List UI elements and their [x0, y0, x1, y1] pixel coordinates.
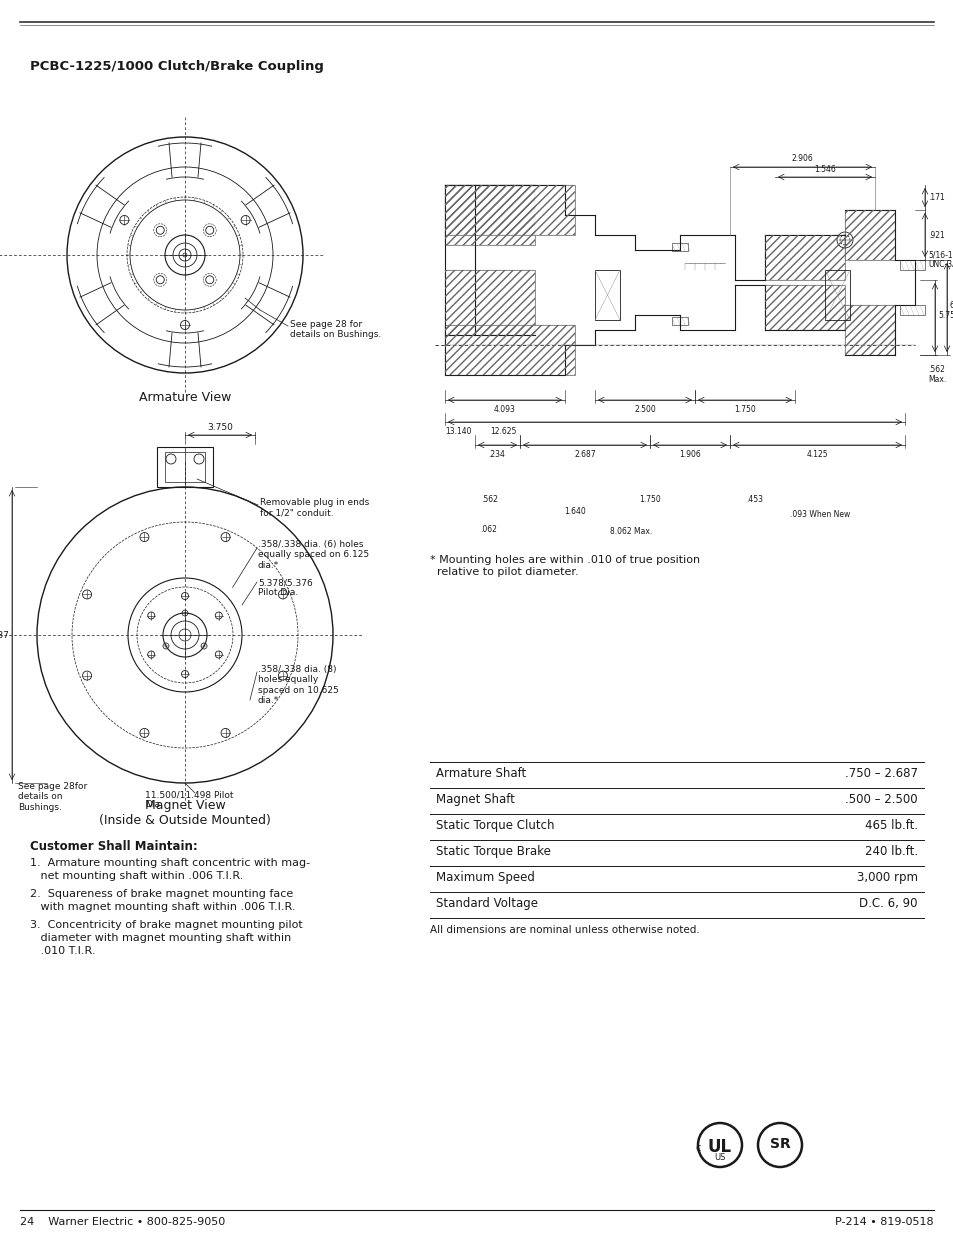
Text: 12.625: 12.625 [490, 427, 516, 436]
Text: 1.750: 1.750 [639, 495, 660, 504]
Text: 465 lb.ft.: 465 lb.ft. [864, 819, 917, 832]
Text: .500 – 2.500: .500 – 2.500 [844, 793, 917, 806]
Bar [844, 305, 894, 354]
Text: 1.750: 1.750 [734, 405, 755, 414]
Bar [899, 305, 924, 315]
Text: Customer Shall Maintain:: Customer Shall Maintain: [30, 840, 197, 853]
Text: 2.500: 2.500 [634, 405, 655, 414]
Text: .562: .562 [481, 495, 497, 504]
Text: 5.750: 5.750 [937, 310, 953, 320]
Text: Static Torque Brake: Static Torque Brake [436, 845, 550, 858]
Text: .750 – 2.687: .750 – 2.687 [844, 767, 917, 781]
Text: Removable plug in ends
for 1/2" conduit.: Removable plug in ends for 1/2" conduit. [260, 498, 369, 517]
Text: 7.687: 7.687 [0, 631, 9, 640]
Text: D.C. 6, 90: D.C. 6, 90 [859, 897, 917, 910]
Text: .010 T.I.R.: .010 T.I.R. [30, 946, 95, 956]
Text: 24    Warner Electric • 800-825-9050: 24 Warner Electric • 800-825-9050 [20, 1216, 225, 1228]
Bar [844, 210, 894, 261]
Text: US: US [714, 1153, 725, 1162]
Bar [844, 210, 894, 261]
Text: 8.062 Max.: 8.062 Max. [609, 527, 652, 536]
Text: .921: .921 [927, 231, 943, 240]
Text: 1.546: 1.546 [813, 165, 835, 174]
Text: 240 lb.ft.: 240 lb.ft. [864, 845, 917, 858]
Bar [165, 452, 205, 482]
Text: 13.140: 13.140 [444, 427, 471, 436]
Bar [157, 447, 213, 487]
Text: 5/16-18
UNC-3A: 5/16-18 UNC-3A [927, 249, 953, 269]
Text: .358/.338 dia. (6) holes
equally spaced on 6.125
dia.*: .358/.338 dia. (6) holes equally spaced … [257, 540, 369, 569]
Text: .562
Max.: .562 Max. [927, 366, 945, 384]
Text: See page 28for
details on
Bushings.: See page 28for details on Bushings. [18, 782, 87, 811]
Text: Static Torque Clutch: Static Torque Clutch [436, 819, 554, 832]
Bar [444, 185, 575, 235]
Text: 5.378/5.376
Pilot Dia.: 5.378/5.376 Pilot Dia. [257, 578, 313, 598]
Text: SR: SR [769, 1137, 789, 1151]
Bar [764, 285, 844, 330]
Bar [444, 185, 535, 245]
Bar [444, 325, 575, 375]
Text: PCBC-1225/1000 Clutch/Brake Coupling: PCBC-1225/1000 Clutch/Brake Coupling [30, 61, 323, 73]
Bar [824, 270, 849, 320]
Text: 11.500/11.498 Pilot
Dia.: 11.500/11.498 Pilot Dia. [145, 790, 233, 809]
Bar [764, 285, 844, 330]
Bar [444, 185, 535, 245]
Text: with magnet mounting shaft within .006 T.I.R.: with magnet mounting shaft within .006 T… [30, 902, 295, 911]
Text: Maximum Speed: Maximum Speed [436, 871, 535, 884]
Text: 6.531: 6.531 [949, 300, 953, 310]
Bar [764, 235, 844, 280]
Text: 4.093: 4.093 [494, 405, 516, 414]
Bar [444, 270, 535, 335]
Text: .062: .062 [479, 525, 497, 534]
Text: .234: .234 [488, 450, 505, 459]
Text: See page 28 for
details on Bushings.: See page 28 for details on Bushings. [290, 320, 381, 340]
Bar [671, 317, 687, 325]
Text: 1.  Armature mounting shaft concentric with mag-: 1. Armature mounting shaft concentric wi… [30, 858, 310, 868]
Text: net mounting shaft within .006 T.I.R.: net mounting shaft within .006 T.I.R. [30, 871, 243, 881]
Bar [444, 270, 535, 335]
Text: .171: .171 [927, 193, 943, 201]
Text: P-214 • 819-0518: P-214 • 819-0518 [835, 1216, 933, 1228]
Text: Armature Shaft: Armature Shaft [436, 767, 526, 781]
Text: 3.750: 3.750 [207, 424, 233, 432]
Text: 3,000 rpm: 3,000 rpm [856, 871, 917, 884]
Text: diameter with magnet mounting shaft within: diameter with magnet mounting shaft with… [30, 932, 291, 944]
Text: 1.906: 1.906 [679, 450, 700, 459]
Bar [444, 185, 575, 235]
Text: 2.687: 2.687 [574, 450, 596, 459]
Bar [899, 261, 924, 270]
Bar [844, 305, 894, 354]
Text: 2.906: 2.906 [790, 154, 812, 163]
Text: 2.  Squareness of brake magnet mounting face: 2. Squareness of brake magnet mounting f… [30, 889, 293, 899]
Bar [671, 243, 687, 251]
Bar [595, 270, 619, 320]
Text: .358/.338 dia. (8)
holes equally
spaced on 10.625
dia.*: .358/.338 dia. (8) holes equally spaced … [257, 664, 338, 705]
Text: 3.  Concentricity of brake magnet mounting pilot: 3. Concentricity of brake magnet mountin… [30, 920, 302, 930]
Text: .093 When New: .093 When New [789, 510, 849, 519]
Text: Standard Voltage: Standard Voltage [436, 897, 537, 910]
Text: UL: UL [707, 1137, 731, 1156]
Text: * Mounting holes are within .010 of true position
  relative to pilot diameter.: * Mounting holes are within .010 of true… [430, 555, 700, 577]
Text: .453: .453 [745, 495, 762, 504]
Text: Magnet View
(Inside & Outside Mounted): Magnet View (Inside & Outside Mounted) [99, 799, 271, 827]
Bar [444, 325, 575, 375]
Bar [764, 235, 844, 280]
Text: All dimensions are nominal unless otherwise noted.: All dimensions are nominal unless otherw… [430, 925, 699, 935]
Text: 4.125: 4.125 [805, 450, 827, 459]
Text: Armature View: Armature View [139, 391, 231, 404]
Text: 1.640: 1.640 [563, 508, 585, 516]
Text: Magnet Shaft: Magnet Shaft [436, 793, 515, 806]
Text: c: c [695, 1144, 700, 1153]
